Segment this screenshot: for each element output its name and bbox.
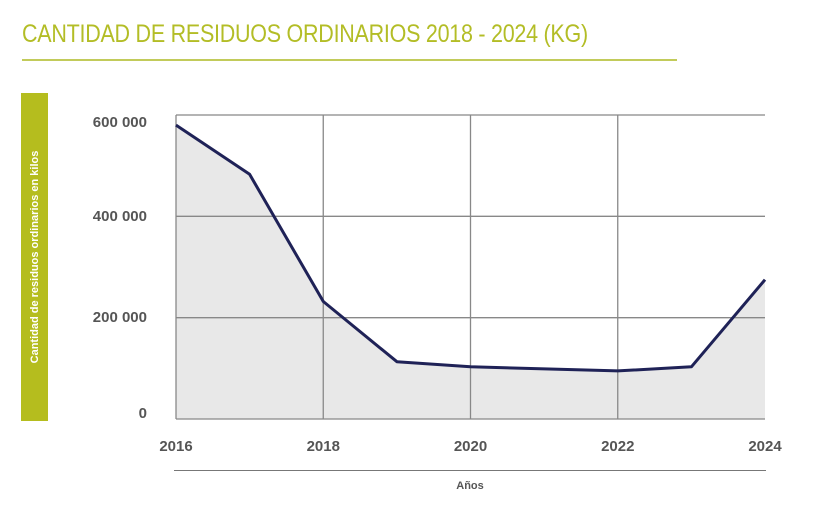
y-tick-label: 200 000 xyxy=(92,309,147,326)
data-line xyxy=(175,123,767,373)
y-tick-label: 400 000 xyxy=(92,208,147,225)
y-tick-label: 600 000 xyxy=(92,114,147,131)
x-tick-label: 2024 xyxy=(748,438,782,455)
gridlines xyxy=(175,114,765,420)
title-underline xyxy=(22,59,677,61)
y-tick-label: 0 xyxy=(138,405,147,422)
chart-title: CANTIDAD DE RESIDUOS ORDINARIOS 2018 - 2… xyxy=(22,20,588,48)
x-tick-label: 2020 xyxy=(453,438,488,455)
x-axis-label: Años xyxy=(456,480,484,492)
y-axis-label-bar: Cantidad de residuos ordinarios en kilos xyxy=(21,93,48,421)
x-axis-rule xyxy=(174,470,766,471)
x-tick-label: 2016 xyxy=(159,438,193,455)
x-tick-label: 2022 xyxy=(601,438,635,455)
x-tick-label: 2018 xyxy=(306,438,340,455)
